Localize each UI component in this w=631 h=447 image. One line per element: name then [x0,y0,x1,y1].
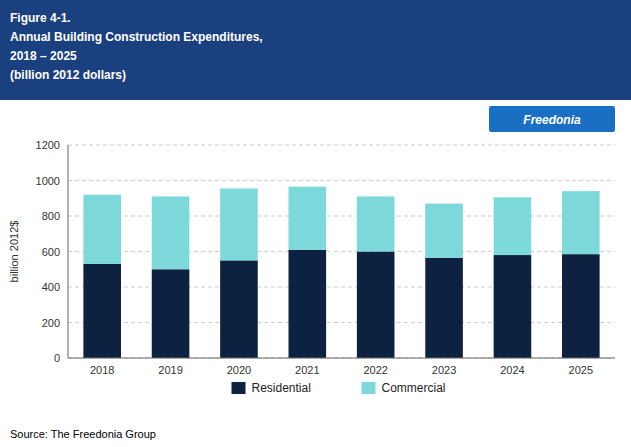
bar [494,197,532,255]
legend-label: Commercial [382,381,446,395]
y-tick-label: 400 [42,281,60,293]
bars [83,187,599,358]
x-tick-label: 2024 [500,364,524,376]
bar [152,196,190,269]
y-tick-label: 1200 [36,139,60,151]
grid-line [68,180,615,181]
legend: Residential Commercial [232,381,446,395]
grid-line [68,358,615,359]
grid-line [68,216,615,217]
chart: Figure 4-1. Annual Building Construction … [0,0,631,447]
bar [152,269,190,358]
title: Figure 4-1. [10,11,71,25]
y-axis-label: billion 2012$ [8,221,20,283]
bar [562,254,600,358]
logo-text: Freedonia [523,113,581,127]
source-text: Source: The Freedonia Group [10,428,156,440]
legend-swatch [362,382,376,394]
y-tick-label: 200 [42,317,60,329]
x-tick-label: 2025 [569,364,593,376]
bar [425,204,463,258]
x-tick-label: 2022 [363,364,387,376]
y-tick-label: 0 [54,352,60,364]
bar [83,264,121,358]
title: 2018 – 2025 [10,49,77,63]
bar [425,258,463,358]
bar [562,191,600,254]
bar [494,255,532,358]
grid-line [68,322,615,323]
legend-label: Residential [252,381,311,395]
bar [289,250,327,358]
grid-line [68,145,615,146]
title: (billion 2012 dollars) [10,68,126,82]
logo-box [489,106,615,132]
grid-line [68,251,615,252]
bar [220,260,258,358]
y-tick-label: 1000 [36,175,60,187]
x-tick-label: 2018 [90,364,114,376]
x-tick-label: 2023 [432,364,456,376]
bar [357,196,395,251]
x-tick-label: 2020 [227,364,251,376]
title: Annual Building Construction Expenditure… [10,30,263,44]
bar [357,252,395,359]
x-axis-line [68,358,615,359]
legend-swatch [232,382,246,394]
grid-line [68,287,615,288]
bar [220,188,258,260]
y-tick-label: 600 [42,246,60,258]
header-band [0,0,631,100]
x-tick-label: 2019 [158,364,182,376]
bar [289,187,327,250]
logo: Freedonia [489,106,615,132]
y-tick-label: 800 [42,210,60,222]
x-tick-label: 2021 [295,364,319,376]
y-axis-line [68,145,69,358]
bar [83,195,121,264]
